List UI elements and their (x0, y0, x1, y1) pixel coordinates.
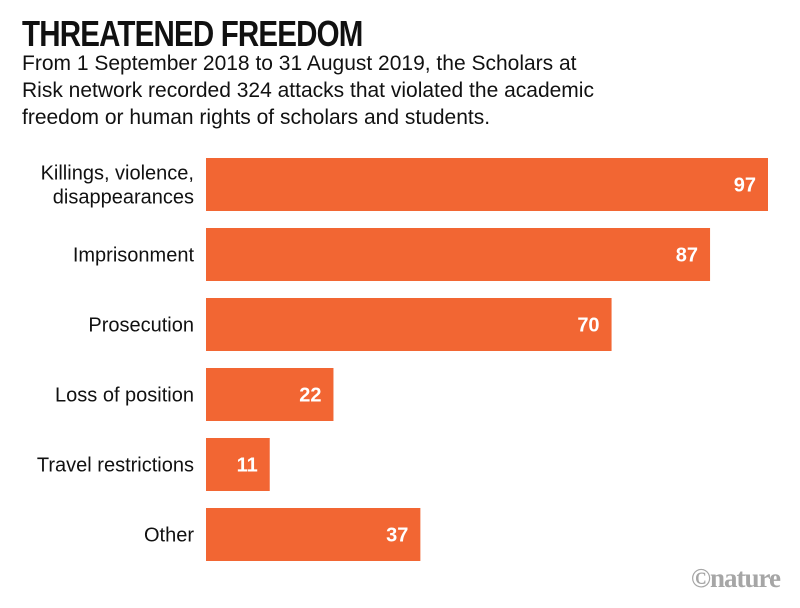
category-label: disappearances (53, 187, 194, 209)
data-label: 37 (386, 525, 408, 547)
data-label: 11 (237, 455, 258, 477)
bar (206, 228, 711, 281)
subtitle-line: freedom or human rights of scholars and … (22, 106, 491, 129)
category-label: Prosecution (88, 315, 194, 337)
data-label: 22 (299, 385, 321, 407)
bar (206, 158, 768, 211)
data-label: 87 (676, 245, 698, 267)
subtitle-line: From 1 September 2018 to 31 August 2019,… (22, 52, 577, 75)
subtitle-line: Risk network recorded 324 attacks that v… (22, 79, 594, 102)
category-label: Loss of position (55, 385, 194, 407)
category-label: Other (144, 525, 194, 547)
chart-subtitle: From 1 September 2018 to 31 August 2019,… (22, 50, 622, 131)
data-label: 70 (577, 315, 599, 337)
bar (206, 368, 334, 421)
category-label: Killings, violence, (41, 163, 194, 185)
data-label: 97 (734, 175, 756, 197)
bar (206, 438, 270, 491)
category-label: Travel restrictions (37, 455, 194, 477)
category-label: Imprisonment (73, 245, 195, 267)
chart-title: THREATENED FREEDOM (22, 13, 363, 54)
nature-logo: ©nature (690, 563, 781, 593)
bar (206, 508, 421, 561)
bar (206, 298, 612, 351)
